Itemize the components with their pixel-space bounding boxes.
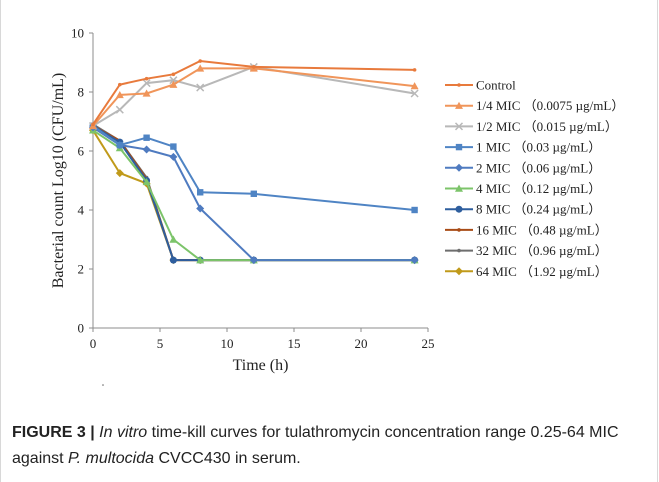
y-tick-label: 0: [78, 321, 85, 336]
data-point-series-4: [197, 189, 204, 196]
y-tick-label: 2: [78, 262, 85, 277]
data-point-series-3: [115, 105, 124, 114]
data-point-series-2: [142, 89, 151, 97]
legend-label-9: 32 MIC （0.96 µg/mL）: [476, 243, 608, 258]
x-axis-title: Time (h): [233, 357, 289, 374]
legend-label-7: 8 MIC （0.24 µg/mL）: [476, 202, 601, 217]
legend-label-5: 2 MIC （0.06 µg/mL）: [476, 160, 601, 175]
caption-italic-species: P. multocida: [68, 450, 155, 467]
legend-marker-9: [457, 248, 461, 253]
data-point-series-1: [252, 65, 256, 69]
data-point-series-4: [170, 143, 177, 150]
data-point-series-1: [91, 122, 95, 127]
legend-marker-7: [455, 205, 463, 213]
legend-marker-8: [457, 228, 461, 232]
figure-caption: FIGURE 3 | In vitro time-kill curves for…: [12, 420, 642, 472]
y-tick-label: 8: [78, 85, 85, 100]
left-border: [0, 0, 1, 482]
data-point-series-1: [171, 72, 176, 77]
legend-label-6: 4 MIC （0.12 µg/mL）: [476, 181, 601, 196]
data-point-series-4: [411, 206, 418, 214]
data-point-series-10: [115, 169, 124, 178]
data-point-series-4: [250, 190, 257, 197]
data-point-series-2: [196, 64, 205, 72]
legend-label-8: 16 MIC （0.48 µg/mL）: [476, 222, 608, 237]
time-kill-chart: 0 2 4 6 8 10 0 5 10 15 20 25 Time (h) Bacterial count…: [50, 26, 624, 386]
right-border: [657, 0, 658, 482]
data-point-series-5: [410, 256, 419, 265]
caption-label: FIGURE 3 |: [12, 424, 95, 441]
data-point-series-4: [116, 141, 123, 149]
x-tick-label: 25: [422, 336, 435, 351]
x-tick-label: 10: [221, 336, 234, 351]
data-point-series-5: [196, 204, 205, 213]
data-point-series-5: [249, 256, 258, 265]
legend-marker-2: [455, 101, 463, 109]
legend-label-10: 64 MIC （1.92 µg/mL）: [476, 264, 608, 279]
legend-label-1: Control: [476, 78, 516, 93]
y-tick-label: 6: [78, 144, 85, 159]
legend-marker-10: [455, 267, 463, 276]
data-point-series-2: [169, 80, 178, 88]
data-point-series-3: [142, 79, 151, 88]
series-line-2: [92, 67, 415, 127]
data-point-series-5: [169, 152, 178, 161]
data-point-series-6: [169, 235, 178, 243]
y-tick-label: 10: [71, 26, 84, 41]
x-tick-label: 15: [288, 336, 301, 351]
data-point-series-1: [412, 68, 417, 72]
legend-label-4: 1 MIC （0.03 µg/mL）: [476, 140, 601, 155]
series-line-3: [92, 65, 415, 127]
legend-label-3: 1/2 MIC （0.015 µg/mL）: [476, 119, 618, 134]
caption-text-2: CVCC430 in serum.: [154, 450, 301, 467]
data-point-series-3: [410, 89, 419, 98]
x-tick-label: 20: [355, 336, 368, 351]
y-tick-label: 4: [78, 203, 85, 218]
data-point-series-1: [118, 82, 122, 87]
data-point-series-6: [142, 177, 151, 186]
y-axis-title: Bacterial count Log10 (CFU/mL): [50, 73, 67, 289]
x-tick-label: 5: [157, 336, 164, 351]
caption-italic-in-vitro: In vitro: [99, 424, 148, 441]
caption-text-1: time-kill curves for tulathromycin conce…: [12, 424, 619, 467]
x-tick-label: 0: [90, 336, 97, 351]
legend-marker-3: [454, 122, 464, 131]
data-point-series-4: [143, 134, 150, 141]
data-point-series-2: [115, 90, 124, 99]
legend-marker-6: [455, 184, 463, 192]
legend-label-2: 1/4 MIC （0.0075 µg/mL）: [476, 98, 624, 113]
data-point-series-3: [196, 83, 205, 92]
stray-dot: [102, 384, 104, 386]
legend-marker-5: [455, 163, 463, 172]
data-point-series-2: [410, 82, 419, 90]
legend-marker-1: [457, 83, 461, 87]
data-point-series-5: [142, 145, 151, 154]
legend-marker-4: [455, 143, 463, 151]
data-point-series-1: [144, 76, 149, 81]
data-point-series-7: [169, 256, 177, 264]
series-line-4: [92, 125, 415, 211]
data-point-series-1: [198, 59, 202, 63]
data-point-series-6: [196, 256, 205, 264]
